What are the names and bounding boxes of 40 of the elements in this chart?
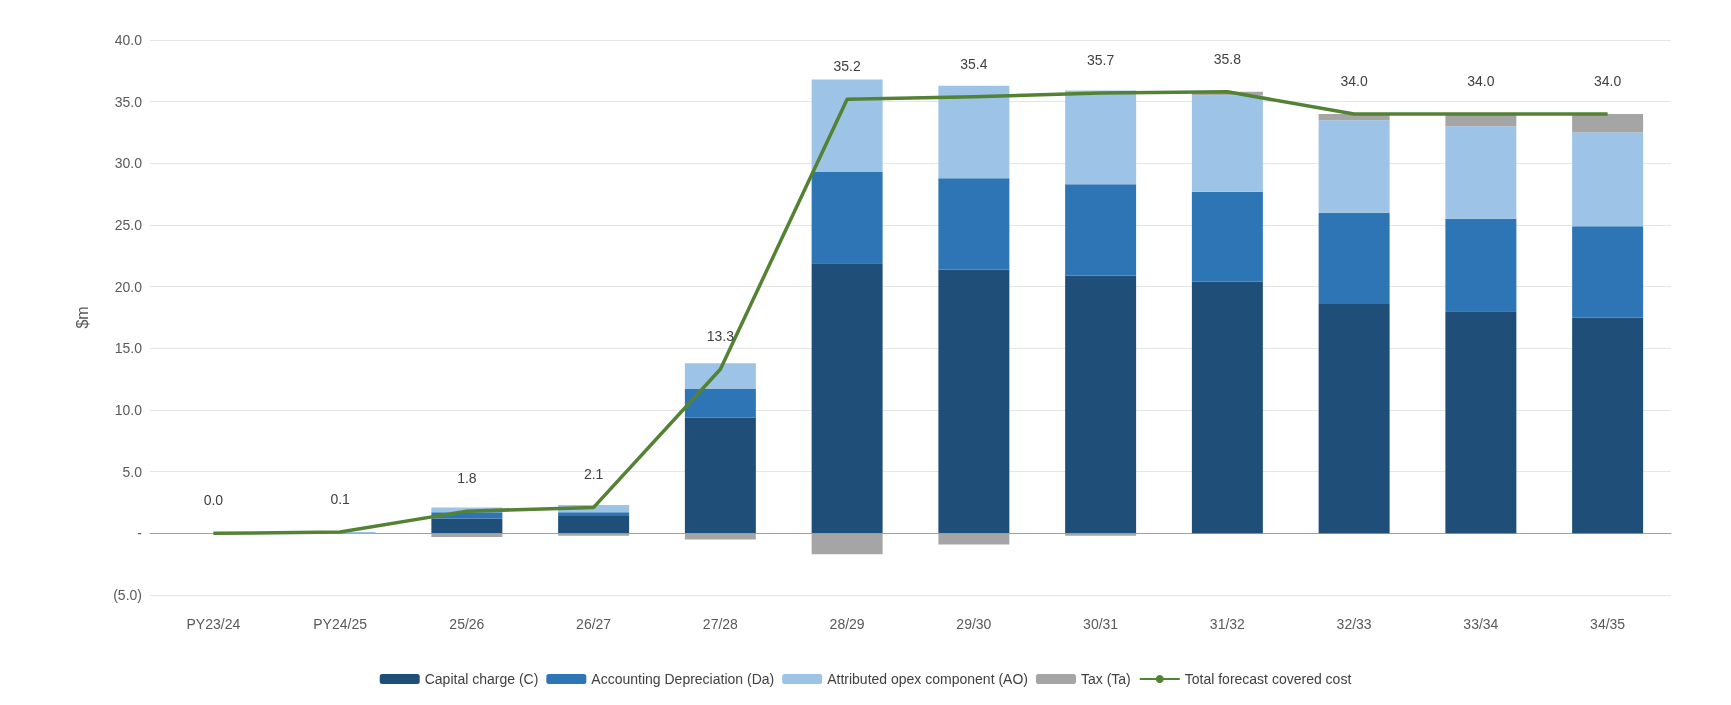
x-tick-label: 33/34	[1463, 616, 1499, 632]
x-tick-label: 28/29	[829, 616, 865, 632]
data-label: 35.7	[1087, 52, 1115, 69]
data-label: 13.3	[706, 328, 735, 345]
data-label: 34.0	[1467, 73, 1495, 89]
x-tick-label: 34/35	[1590, 616, 1626, 632]
data-label: 35.2	[833, 58, 861, 75]
y-axis-title: $m	[73, 306, 91, 329]
y-tick-label: 15.0	[114, 340, 143, 357]
x-tick-label: 30/31	[1083, 616, 1119, 632]
legend-label: Attributed opex component (AO)	[827, 671, 1028, 687]
legend-label: Accounting Depreciation (Da)	[591, 671, 775, 687]
x-tick-label: PY24/25	[313, 616, 368, 632]
y-tick-label: (5.0)	[113, 587, 142, 603]
y-tick-label: 40.0	[114, 32, 143, 48]
data-label: 35.8	[1213, 50, 1242, 67]
y-tick-label: 25.0	[114, 217, 143, 233]
x-tick-label: 27/28	[702, 616, 739, 632]
x-tick-label: PY23/24	[186, 616, 241, 632]
y-tick-label: 20.0	[114, 278, 143, 295]
legend-label: Total forecast covered cost	[1184, 671, 1352, 687]
data-label: 34.0	[1340, 73, 1368, 89]
data-label: 0.0	[203, 492, 224, 509]
y-tick-label: 35.0	[114, 93, 143, 110]
y-tick-label: -	[137, 525, 143, 542]
data-label: 2.1	[583, 466, 604, 483]
data-label: 0.1	[330, 491, 351, 508]
data-label: 35.4	[960, 55, 988, 72]
data-label: 34.0	[1594, 73, 1622, 89]
legend-label: Capital charge (C)	[424, 671, 539, 687]
x-tick-label: 31/32	[1209, 616, 1246, 632]
x-tick-label: 25/26	[449, 616, 485, 632]
y-tick-label: 5.0	[122, 463, 143, 480]
x-tick-label: 32/33	[1336, 616, 1372, 632]
x-tick-label: 29/30	[956, 616, 992, 632]
legend-label: Tax (Ta)	[1080, 671, 1131, 687]
data-label: 1.8	[457, 470, 477, 487]
y-tick-label: 30.0	[114, 155, 143, 172]
y-tick-label: 10.0	[114, 402, 143, 418]
x-tick-label: 26/27	[576, 616, 612, 632]
